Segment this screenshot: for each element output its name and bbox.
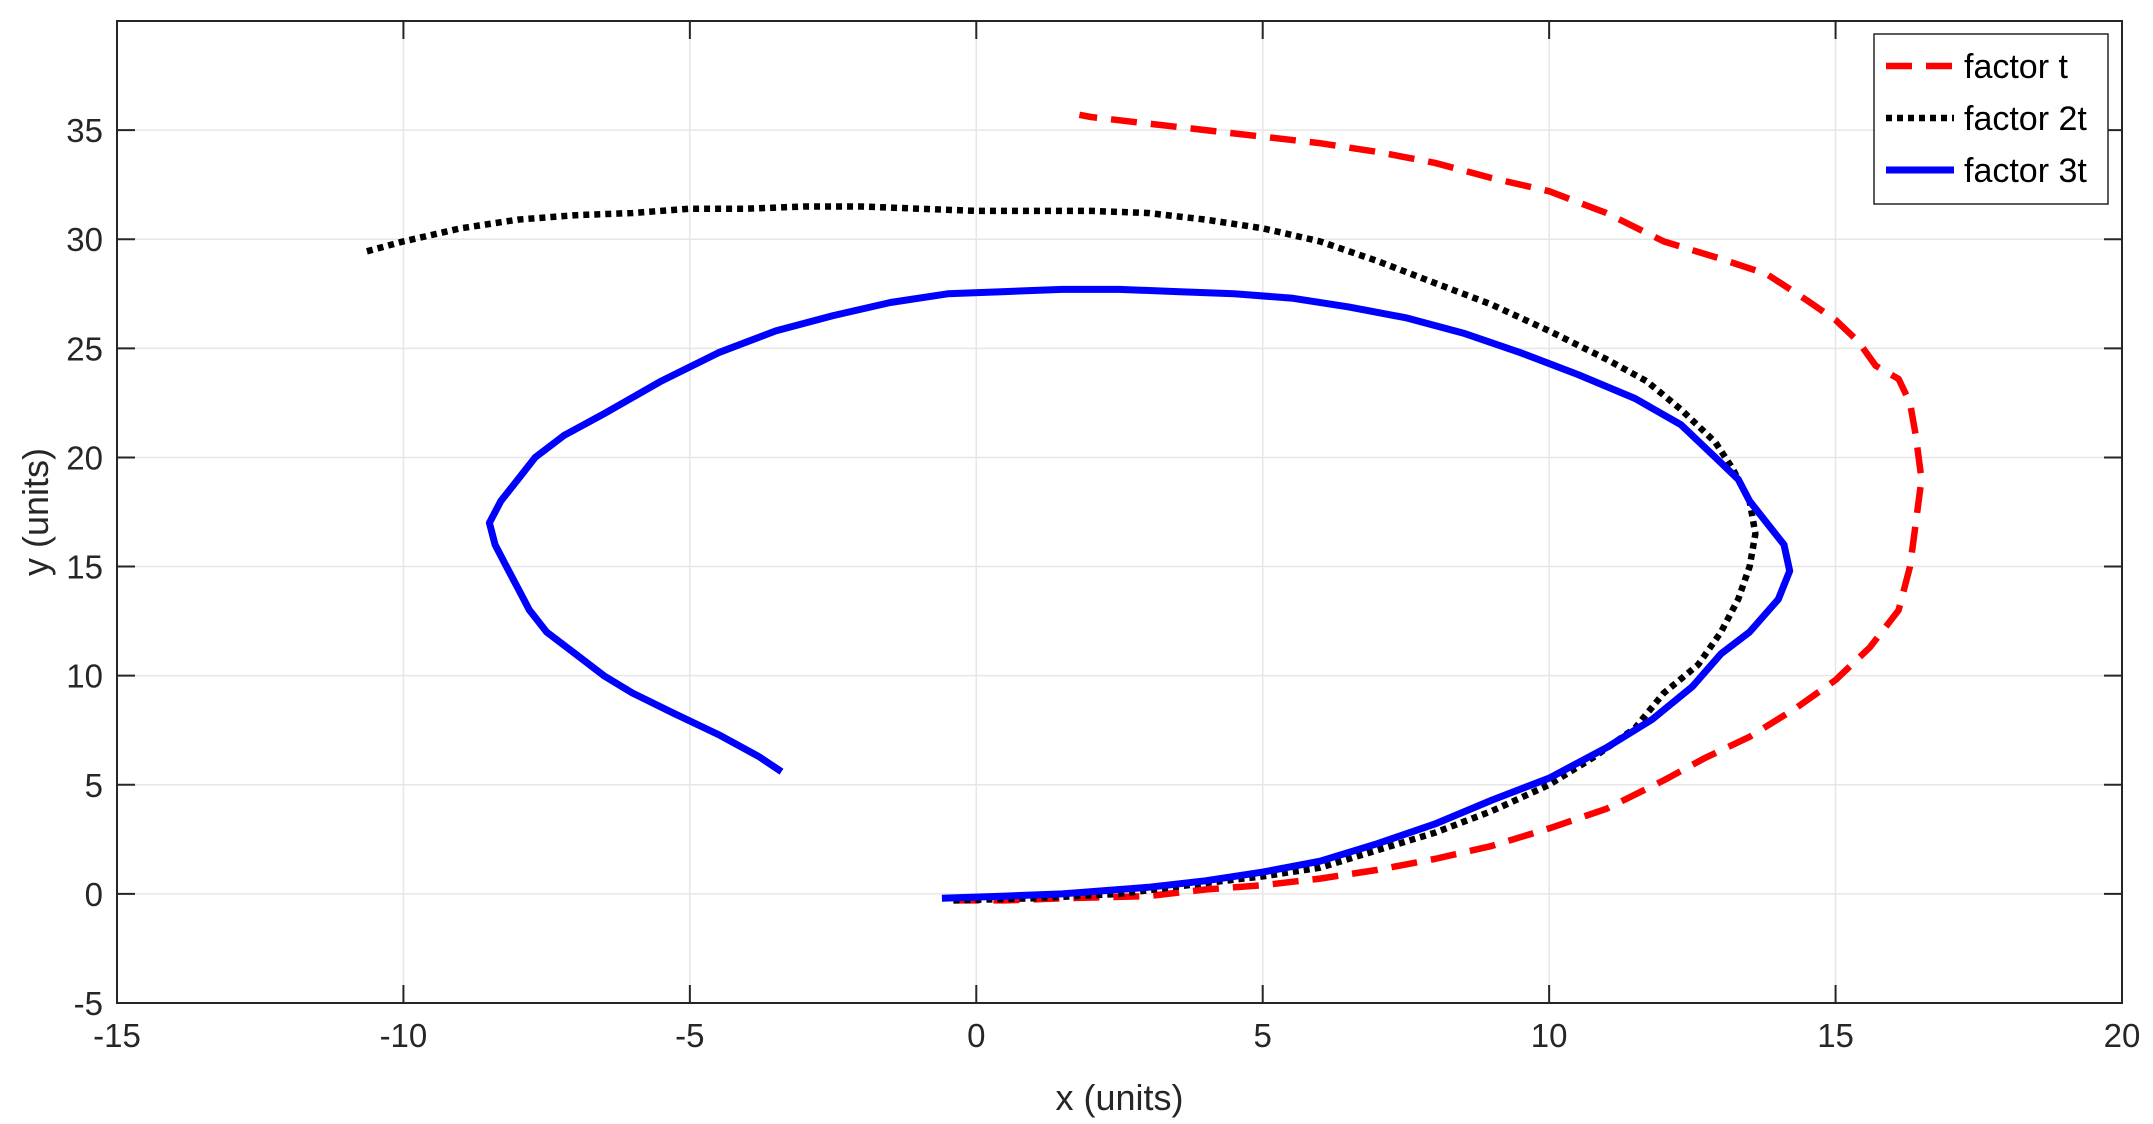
y-tick-label: 30 bbox=[66, 221, 103, 258]
legend-entry: factor t bbox=[1964, 48, 2068, 86]
y-tick-label: 5 bbox=[85, 767, 103, 804]
series-group bbox=[362, 111, 1925, 904]
x-tick-label: -10 bbox=[380, 1017, 428, 1054]
x-tick-label: 5 bbox=[1254, 1017, 1272, 1054]
x-tick-label: -15 bbox=[93, 1017, 141, 1054]
x-tick-label: 0 bbox=[967, 1017, 985, 1054]
y-axis-label: y (units) bbox=[15, 448, 56, 576]
y-tick-label: 35 bbox=[66, 112, 103, 149]
y-tick-label: 20 bbox=[66, 439, 103, 476]
y-tick-label: 25 bbox=[66, 330, 103, 367]
x-axis-label: x (units) bbox=[1055, 1077, 1183, 1118]
series-line-factor-t bbox=[953, 111, 1925, 904]
series-line-factor-2t bbox=[362, 203, 1759, 904]
x-tick-label: 20 bbox=[2104, 1017, 2141, 1054]
y-tick-label: 15 bbox=[66, 549, 103, 586]
legend-entry: factor 2t bbox=[1964, 100, 2087, 138]
x-tick-label: 10 bbox=[1531, 1017, 1568, 1054]
x-tick-label: 15 bbox=[1817, 1017, 1854, 1054]
legend: factor t factor 2t factor 3t bbox=[1873, 33, 2109, 205]
x-tick-label: -5 bbox=[675, 1017, 704, 1054]
y-tick-label: 0 bbox=[85, 876, 103, 913]
series-line-factor-3t bbox=[485, 285, 1794, 902]
legend-entry: factor 3t bbox=[1964, 152, 2087, 190]
plot-area-frame bbox=[116, 20, 2123, 1004]
y-tick-label: -5 bbox=[74, 985, 103, 1022]
axis-ticks: -15 -10 -5 0 5 10 15 20 -5 0 5 10 15 20 25 30 35 bbox=[66, 21, 2140, 1054]
y-tick-label: 10 bbox=[66, 658, 103, 695]
grid bbox=[116, 21, 2123, 1004]
